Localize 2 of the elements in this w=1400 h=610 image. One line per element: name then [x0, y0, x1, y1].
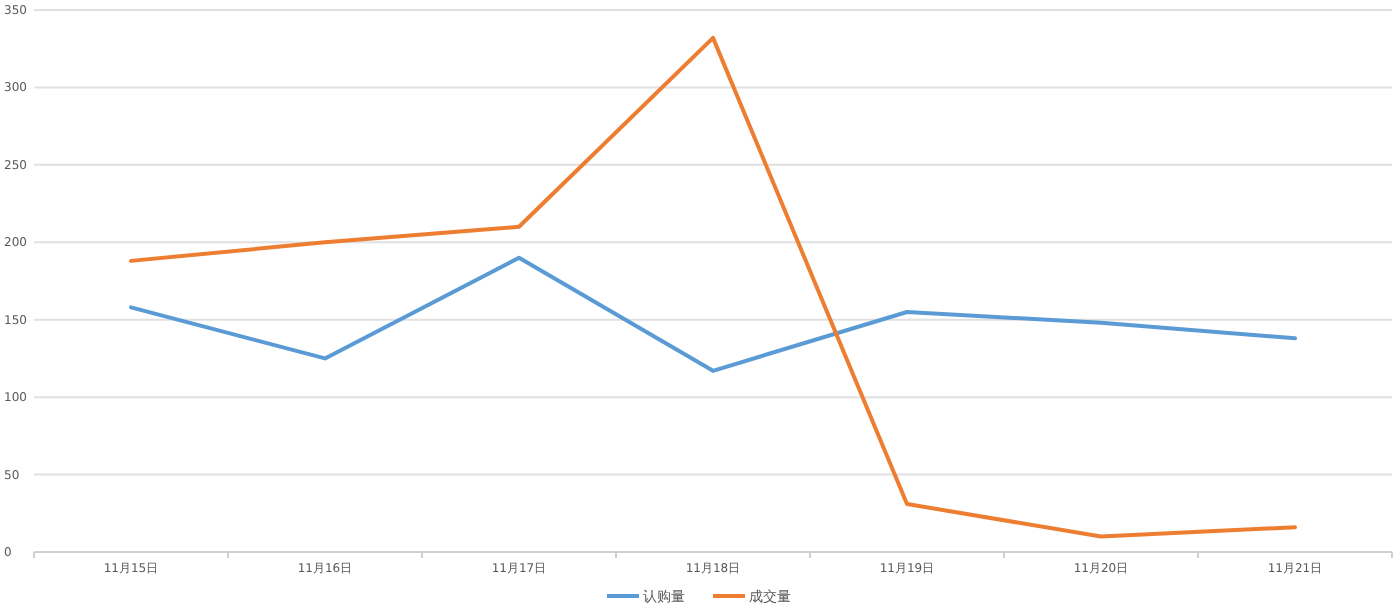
line-series: [129, 255, 1297, 373]
line-series: [129, 35, 1297, 539]
